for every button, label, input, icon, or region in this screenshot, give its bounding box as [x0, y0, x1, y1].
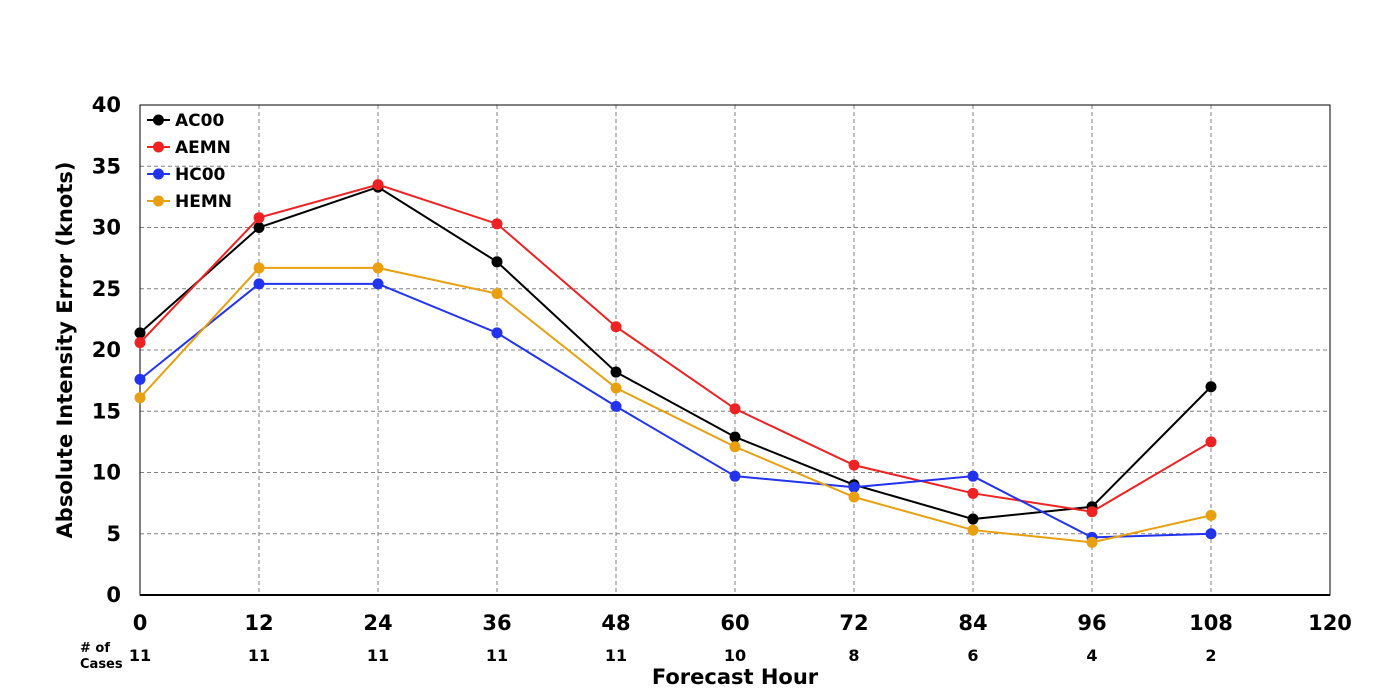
legend: AC00 AEMN HC00 HEMN [147, 111, 232, 212]
data-point-hc00 [1205, 528, 1217, 540]
x-tick-label: 48 [601, 611, 630, 635]
x-tick-label: 120 [1308, 611, 1352, 635]
data-point-aemn [253, 212, 265, 224]
data-point-hc00 [967, 470, 979, 482]
case-count: 2 [1205, 646, 1216, 665]
data-point-hc00 [372, 278, 384, 290]
case-count: 11 [486, 646, 508, 665]
legend-marker [153, 168, 164, 180]
x-tick-label: 24 [363, 611, 392, 635]
case-count: 11 [605, 646, 627, 665]
case-count: 11 [248, 646, 270, 665]
legend-item-hemn: HEMN [147, 192, 232, 212]
case-count: 6 [967, 646, 978, 665]
data-point-hemn [253, 262, 265, 274]
data-point-aemn [610, 321, 622, 333]
legend-item-ac00: AC00 [147, 111, 224, 131]
data-point-aemn [1205, 436, 1217, 448]
y-tick-labels: 0 5 10 15 20 25 30 35 40 [92, 93, 121, 607]
x-tick-label: 12 [244, 611, 273, 635]
case-count: 11 [367, 646, 389, 665]
legend-item-hc00: HC00 [147, 165, 226, 185]
series-layer [134, 179, 1217, 548]
data-point-aemn [372, 179, 384, 191]
data-point-hemn [1086, 536, 1098, 548]
y-tick-label: 5 [106, 522, 121, 546]
legend-marker [153, 195, 164, 207]
data-point-hc00 [610, 400, 622, 412]
x-tick-label: 0 [133, 611, 148, 635]
y-tick-label: 30 [92, 216, 121, 240]
x-tick-label: 108 [1189, 611, 1233, 635]
x-tick-label: 36 [482, 611, 511, 635]
data-point-aemn [729, 403, 741, 415]
legend-label: HC00 [175, 165, 226, 185]
data-point-hc00 [253, 278, 265, 290]
series-line-hc00 [139, 282, 1212, 539]
data-point-ac00 [729, 431, 741, 443]
cases-label-line1: # of [80, 641, 110, 656]
legend-marker [153, 114, 164, 126]
data-point-hemn [372, 262, 384, 274]
y-tick-label: 15 [92, 399, 121, 423]
data-point-aemn [848, 459, 860, 471]
case-count: 8 [848, 646, 859, 665]
data-point-hc00 [729, 470, 741, 482]
data-point-aemn [491, 218, 503, 230]
data-point-hemn [491, 288, 503, 300]
data-point-hc00 [134, 373, 146, 385]
data-point-ac00 [134, 327, 146, 339]
data-point-hemn [729, 441, 741, 453]
x-tick-label: 84 [958, 611, 987, 635]
data-point-ac00 [253, 222, 265, 233]
data-point-aemn [967, 487, 979, 499]
data-point-hc00 [491, 327, 503, 339]
cases-label-line2: Cases [80, 657, 123, 672]
y-tick-label: 20 [92, 338, 121, 362]
legend-item-aemn: AEMN [147, 138, 231, 158]
case-counts: # of Cases 11 11 11 11 11 10 8 6 4 2 [80, 641, 1217, 672]
case-count: 4 [1086, 646, 1097, 665]
x-tick-label: 60 [720, 611, 749, 635]
case-count: 11 [129, 646, 151, 665]
y-tick-label: 40 [92, 93, 121, 117]
series-line-ac00 [139, 185, 1212, 521]
data-point-hemn [848, 491, 860, 503]
data-point-ac00 [1205, 381, 1217, 393]
series-line-hemn [139, 266, 1212, 544]
y-tick-label: 35 [92, 154, 121, 178]
data-point-ac00 [491, 256, 503, 268]
data-point-hemn [967, 524, 979, 536]
x-tick-label: 72 [839, 611, 868, 635]
series-line-aemn [139, 183, 1212, 513]
y-tick-label: 25 [92, 277, 121, 301]
legend-label: HEMN [175, 192, 232, 212]
grid-lines [140, 105, 1330, 595]
series-aemn [134, 179, 1217, 518]
series-hemn [134, 262, 1217, 548]
legend-marker [153, 141, 164, 153]
x-tick-label: 96 [1077, 611, 1106, 635]
data-point-hemn [1205, 509, 1217, 521]
legend-label: AEMN [175, 138, 231, 158]
case-count: 10 [724, 646, 746, 665]
x-axis-title: Forecast Hour [652, 665, 819, 689]
y-axis-title: Absolute Intensity Error (knots) [53, 162, 77, 539]
x-tick-labels: 0 12 24 36 48 60 72 84 96 108 120 [133, 611, 1352, 635]
data-point-aemn [1086, 506, 1098, 518]
data-point-ac00 [610, 366, 622, 378]
data-point-ac00 [967, 513, 979, 525]
data-point-hemn [610, 382, 622, 394]
legend-label: AC00 [175, 111, 224, 131]
data-point-hemn [134, 392, 146, 404]
series-hc00 [134, 278, 1217, 543]
series-ac00 [134, 181, 1217, 525]
y-tick-label: 10 [92, 461, 121, 485]
data-point-hc00 [848, 481, 860, 493]
y-tick-label: 0 [106, 583, 121, 607]
data-point-aemn [134, 337, 146, 349]
